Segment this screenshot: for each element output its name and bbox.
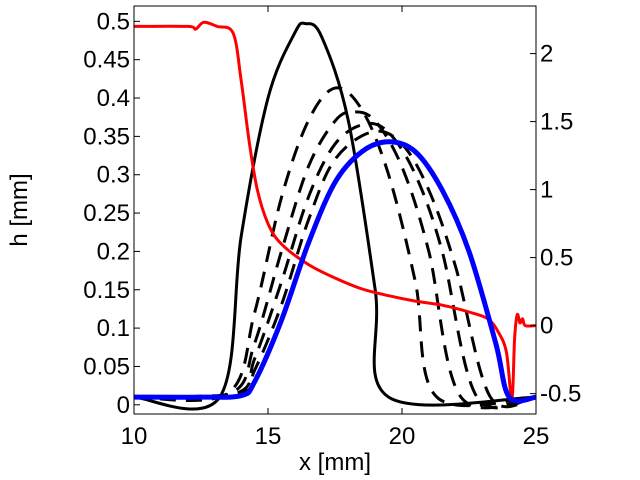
y-right-tick-label: 1.5	[540, 109, 573, 136]
y-right-tick-label: 0.5	[540, 245, 573, 272]
y-right-tick-label: 1	[540, 177, 553, 204]
y-right-tick-label: 2	[540, 41, 553, 68]
y-tick-label: 0.2	[97, 238, 130, 265]
y-right-tick-label: -0.5	[540, 381, 581, 408]
y-tick-label: 0.5	[97, 8, 130, 35]
y-tick-label: 0.35	[83, 123, 130, 150]
y-tick-label: 0.3	[97, 162, 130, 189]
plot-frame	[133, 5, 537, 415]
series-line-final	[134, 139, 536, 404]
x-tick-label: 15	[255, 423, 282, 450]
y-tick-label: 0.1	[97, 315, 130, 342]
x-axis-title: x [mm]	[299, 449, 371, 476]
series-line-intermediate-3	[134, 121, 536, 410]
series-line-right-axis-curve	[134, 20, 536, 402]
y-right-tick-label: 0	[540, 313, 553, 340]
series-line-intermediate-2	[134, 110, 536, 410]
y-axis-title: h [mm]	[6, 173, 33, 246]
y-tick-label: 0.15	[83, 277, 130, 304]
y-tick-label: 0.25	[83, 200, 130, 227]
y-tick-label: 0.05	[83, 353, 130, 380]
series-layer	[134, 20, 536, 411]
x-tick-label: 20	[389, 423, 416, 450]
y-tick-label: 0	[117, 392, 130, 419]
y-tick-label: 0.4	[97, 85, 130, 112]
tick-layer: 10 15 20 2500.050.10.150.20.250.30.350.40.4…	[83, 6, 581, 450]
x-tick-label: 25	[523, 423, 550, 450]
series-line-initial	[134, 21, 536, 411]
series-line-intermediate-1	[134, 86, 536, 408]
x-tick-label: 10	[121, 423, 148, 450]
y-tick-label: 0.45	[83, 47, 130, 74]
